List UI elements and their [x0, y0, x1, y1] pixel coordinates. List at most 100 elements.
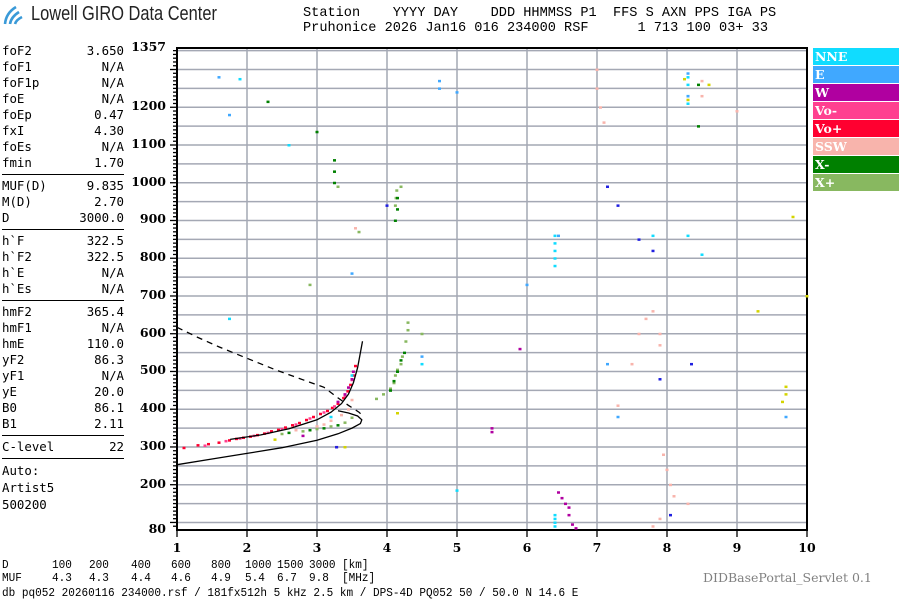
echo-point — [658, 332, 662, 336]
echo-point — [644, 317, 648, 321]
legend-item-x-7: X+ — [813, 174, 899, 191]
header-columns: Station YYYY DAY DDD HHMMSS P1 FFS S AXN… — [303, 6, 777, 21]
echo-point — [196, 444, 200, 447]
echo-point — [455, 489, 459, 492]
echo-point — [651, 249, 655, 253]
echo-point — [336, 400, 340, 404]
echo-point — [315, 427, 319, 431]
echo-point — [553, 242, 557, 245]
x-tick-label: 10 — [798, 540, 816, 555]
echo-point — [322, 423, 326, 426]
x-tick-label: 6 — [522, 540, 532, 555]
param-row-fof1p: foF1p N/A — [2, 75, 124, 91]
param-value: 86.3 — [94, 352, 124, 367]
param-row-b1: B1 2.11 — [2, 416, 124, 432]
legend-item-ssw-5: SSW — [813, 138, 899, 155]
echo-point — [350, 416, 354, 420]
echo-point — [637, 332, 641, 336]
echo-point — [207, 442, 210, 446]
echo-point — [393, 219, 397, 222]
echo-point — [683, 77, 686, 81]
param-row-hmf1: hmF1 N/A — [2, 320, 124, 336]
separator — [2, 174, 124, 175]
y-tick-label: 800 — [139, 249, 166, 265]
echo-point — [347, 408, 350, 411]
echo-point — [315, 130, 319, 134]
param-name: foE — [2, 91, 25, 106]
param-name: yF1 — [2, 368, 25, 383]
param-value: N/A — [101, 91, 124, 106]
y-tick-label: 1000 — [131, 173, 166, 189]
y-tick-label: 200 — [139, 475, 166, 491]
param-name: h`F2 — [2, 249, 32, 264]
param-row-hf: h`F 322.5 — [2, 233, 124, 249]
param-value: 20.0 — [94, 384, 124, 399]
param-name: hmE — [2, 336, 25, 351]
echo-point — [781, 400, 784, 404]
echo-point — [273, 438, 277, 441]
echo-point — [319, 412, 322, 416]
y-tick-label: 1357 — [131, 39, 166, 54]
param-value: 3000.0 — [79, 210, 124, 225]
param-row-d: D 3000.0 — [2, 210, 124, 226]
echo-point — [294, 423, 298, 426]
echo-point — [525, 283, 529, 287]
echo-point — [404, 340, 408, 343]
echo-point — [322, 427, 326, 430]
y-tick-label: 400 — [139, 400, 166, 416]
legend-item-w-2: W — [813, 84, 899, 101]
record-info: db pq052 20260116 234000.rsf / 181fx512h… — [2, 586, 579, 600]
echo-point — [700, 94, 704, 98]
echo-point — [651, 234, 655, 238]
echo-point — [756, 310, 760, 313]
plot-frame — [176, 47, 808, 531]
echo-point — [686, 94, 690, 98]
param-name: B1 — [2, 416, 17, 431]
echo-point — [669, 513, 672, 517]
echo-point — [277, 428, 280, 432]
param-row-fxi: fxI 4.30 — [2, 123, 124, 139]
echo-point — [560, 496, 564, 500]
echo-point — [350, 272, 354, 275]
echo-point — [280, 427, 284, 431]
echo-point — [490, 430, 494, 434]
echo-point — [312, 415, 315, 419]
echo-point — [308, 417, 312, 420]
echo-point — [357, 230, 361, 234]
distance-value: 600 — [171, 558, 191, 572]
param-row-clevel: C-level 22 — [2, 439, 124, 455]
logo: Lowell GIRO Data Center — [2, 3, 258, 25]
x-tick-label: 2 — [242, 540, 252, 555]
param-value: 22 — [109, 439, 124, 454]
parameter-panel: foF2 3.650 foF1 N/A foF1p N/A foE N/A foEp 0.47 fx… — [2, 43, 124, 513]
echo-point — [606, 362, 609, 366]
echo-point — [557, 491, 560, 494]
autoscaling-info: Artist5 — [2, 480, 55, 495]
param-row-yf2: yF2 86.3 — [2, 352, 124, 368]
echo-point — [228, 317, 231, 321]
echo-point — [553, 521, 557, 524]
echo-point — [182, 446, 186, 450]
x-tick-label: 1 — [172, 540, 182, 555]
echo-point — [658, 344, 662, 347]
param-value: N/A — [101, 320, 124, 335]
echo-point — [686, 76, 690, 79]
param-value: N/A — [101, 281, 124, 296]
echo-point — [354, 227, 357, 230]
param-value: 9.835 — [86, 178, 124, 193]
echo-point — [553, 264, 557, 268]
echo-point — [375, 397, 378, 401]
signal-arcs-icon — [3, 5, 23, 25]
echo-point — [349, 383, 353, 387]
echo-point — [315, 425, 319, 428]
param-value: 0.47 — [94, 107, 124, 122]
echo-point — [616, 404, 620, 407]
echo-point — [784, 385, 788, 389]
echo-point — [518, 347, 522, 351]
echo-point — [400, 355, 404, 358]
distance-value: 1500 — [277, 558, 304, 572]
param-value: 2.70 — [94, 194, 124, 209]
echo-point — [567, 506, 571, 509]
echo-point — [553, 525, 557, 528]
